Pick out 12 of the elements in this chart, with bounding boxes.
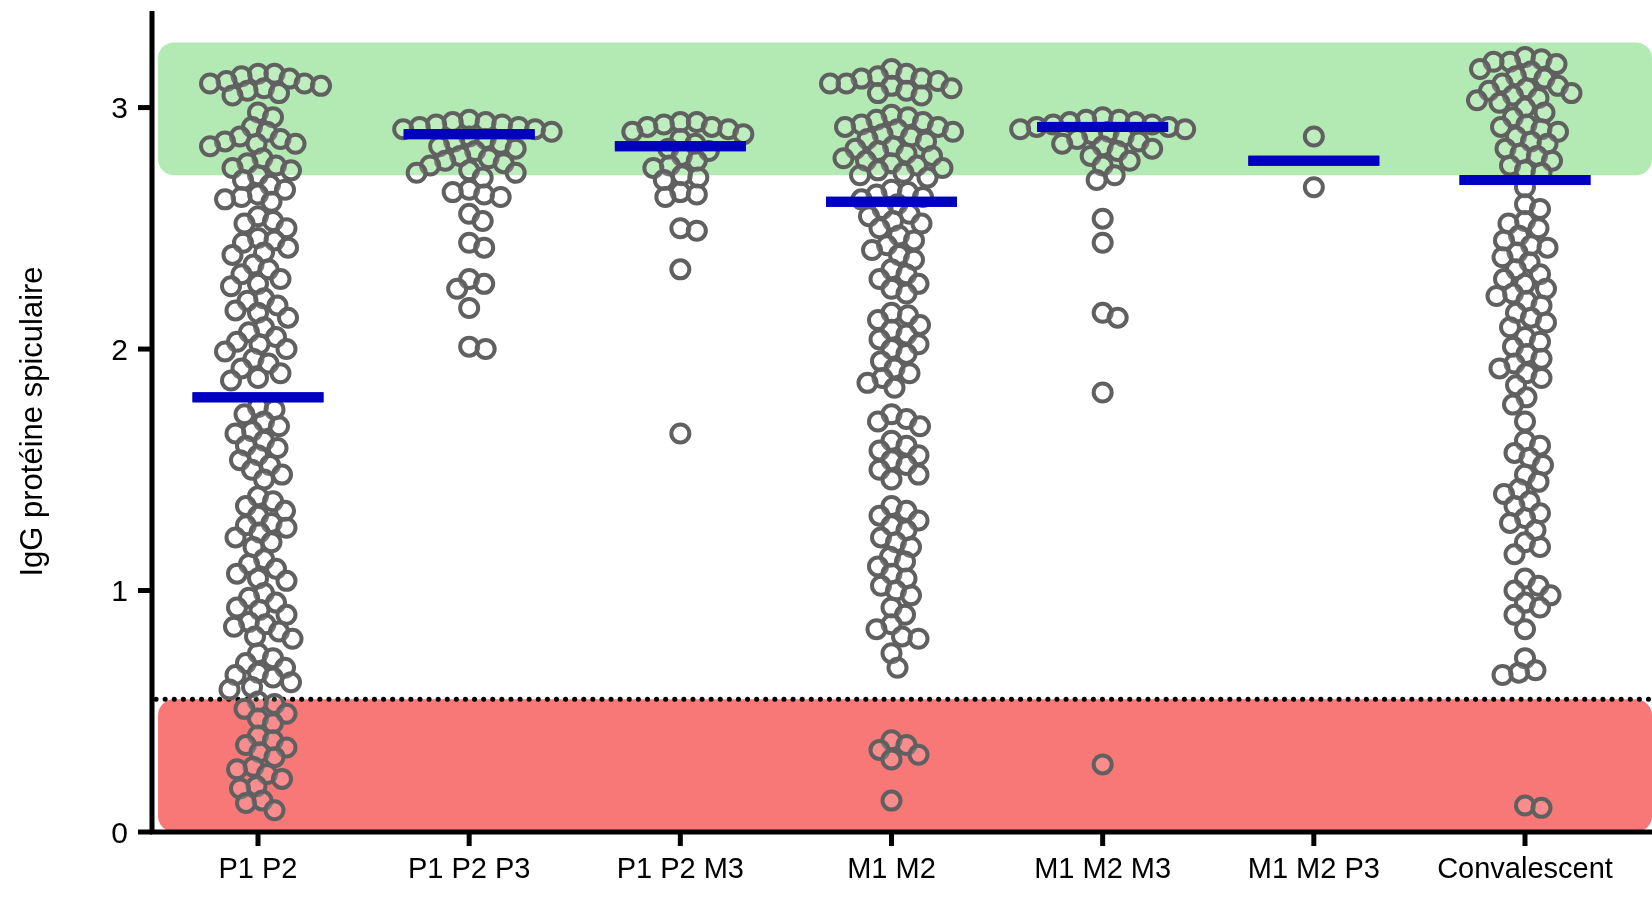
x-tick-label: P1 P2	[218, 852, 298, 884]
y-tick-label: 3	[111, 91, 128, 125]
x-tick-label: P1 P2 M3	[616, 852, 745, 884]
x-tick-label: M1 M2 M3	[1034, 852, 1172, 884]
y-axis-title: IgG protéine spiculaire	[14, 266, 49, 577]
y-tick-label: 0	[111, 815, 128, 849]
x-tick-label: M1 M2	[847, 852, 936, 884]
x-tick-label: P1 P2 P3	[407, 852, 531, 884]
y-tick-label: 2	[111, 332, 128, 366]
x-tick-label: M1 M2 P3	[1247, 852, 1380, 884]
x-tick-label: Convalescent	[1437, 852, 1613, 884]
y-tick-label: 1	[111, 574, 128, 608]
